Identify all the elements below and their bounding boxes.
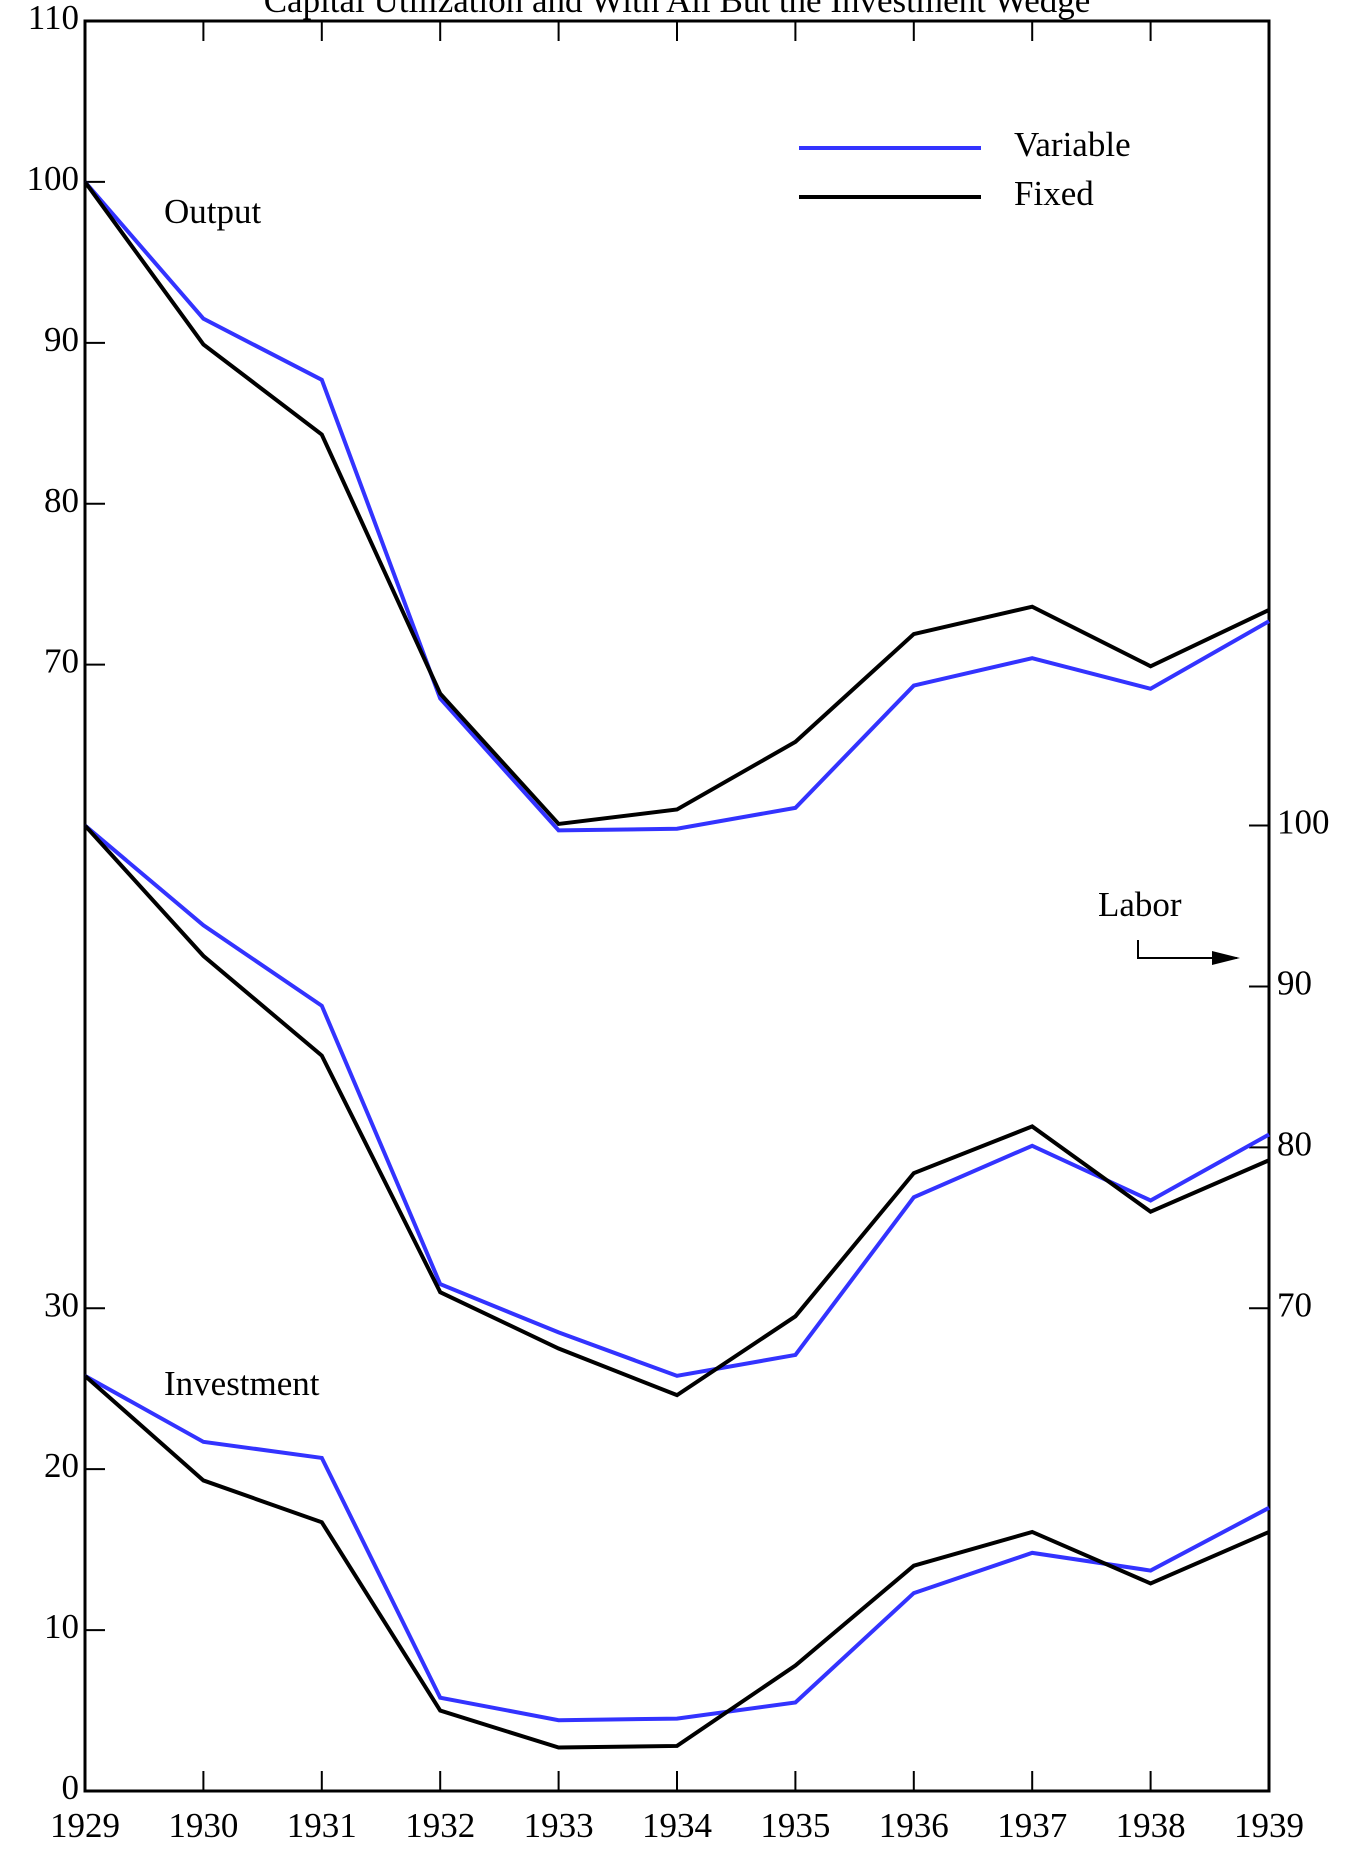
series-line <box>83 180 1270 827</box>
x-tick-label: 1931 <box>287 1806 357 1845</box>
labor-arrowhead <box>1212 951 1240 965</box>
panel-label: Investment <box>164 1364 320 1403</box>
plot-frame <box>83 19 1271 1793</box>
series-line <box>83 824 1270 1398</box>
y2-tick-label: 70 <box>1277 1285 1312 1324</box>
legend-label: Fixed <box>1014 174 1094 213</box>
legend-label: Variable <box>1014 125 1131 164</box>
y-tick-label: 20 <box>44 1446 79 1485</box>
panel-label: Labor <box>1098 885 1182 924</box>
x-tick-label: 1929 <box>50 1806 120 1845</box>
y-tick-label: 100 <box>27 159 80 198</box>
y2-tick-label: 100 <box>1277 803 1330 842</box>
y-tick-label: 90 <box>44 320 79 359</box>
y-tick-label: 30 <box>44 1285 79 1324</box>
x-tick-label: 1930 <box>168 1806 238 1845</box>
series-line <box>84 1374 1270 1723</box>
chart-title: Capital Utilization and With All But the… <box>264 0 1091 20</box>
x-tick-label: 1939 <box>1234 1806 1304 1845</box>
x-tick-label: 1936 <box>879 1806 949 1845</box>
y-tick-label: 80 <box>44 481 79 520</box>
labor-arrow <box>1137 940 1237 959</box>
series-line <box>83 180 1270 833</box>
x-tick-label: 1938 <box>1116 1806 1186 1845</box>
y2-tick-label: 90 <box>1277 963 1312 1002</box>
y-tick-label: 10 <box>44 1607 79 1646</box>
y-tick-label: 70 <box>44 642 79 681</box>
x-tick-label: 1937 <box>997 1806 1067 1845</box>
y-tick-label: 0 <box>62 1768 80 1807</box>
series-line <box>83 1374 1270 1750</box>
y-tick-label: 110 <box>28 0 79 37</box>
x-tick-label: 1933 <box>524 1806 594 1845</box>
series-line <box>83 824 1270 1378</box>
x-tick-label: 1934 <box>642 1806 712 1845</box>
panel-label: Output <box>164 192 262 231</box>
x-tick-label: 1935 <box>760 1806 830 1845</box>
y2-tick-label: 80 <box>1277 1124 1312 1163</box>
x-tick-label: 1932 <box>405 1806 475 1845</box>
